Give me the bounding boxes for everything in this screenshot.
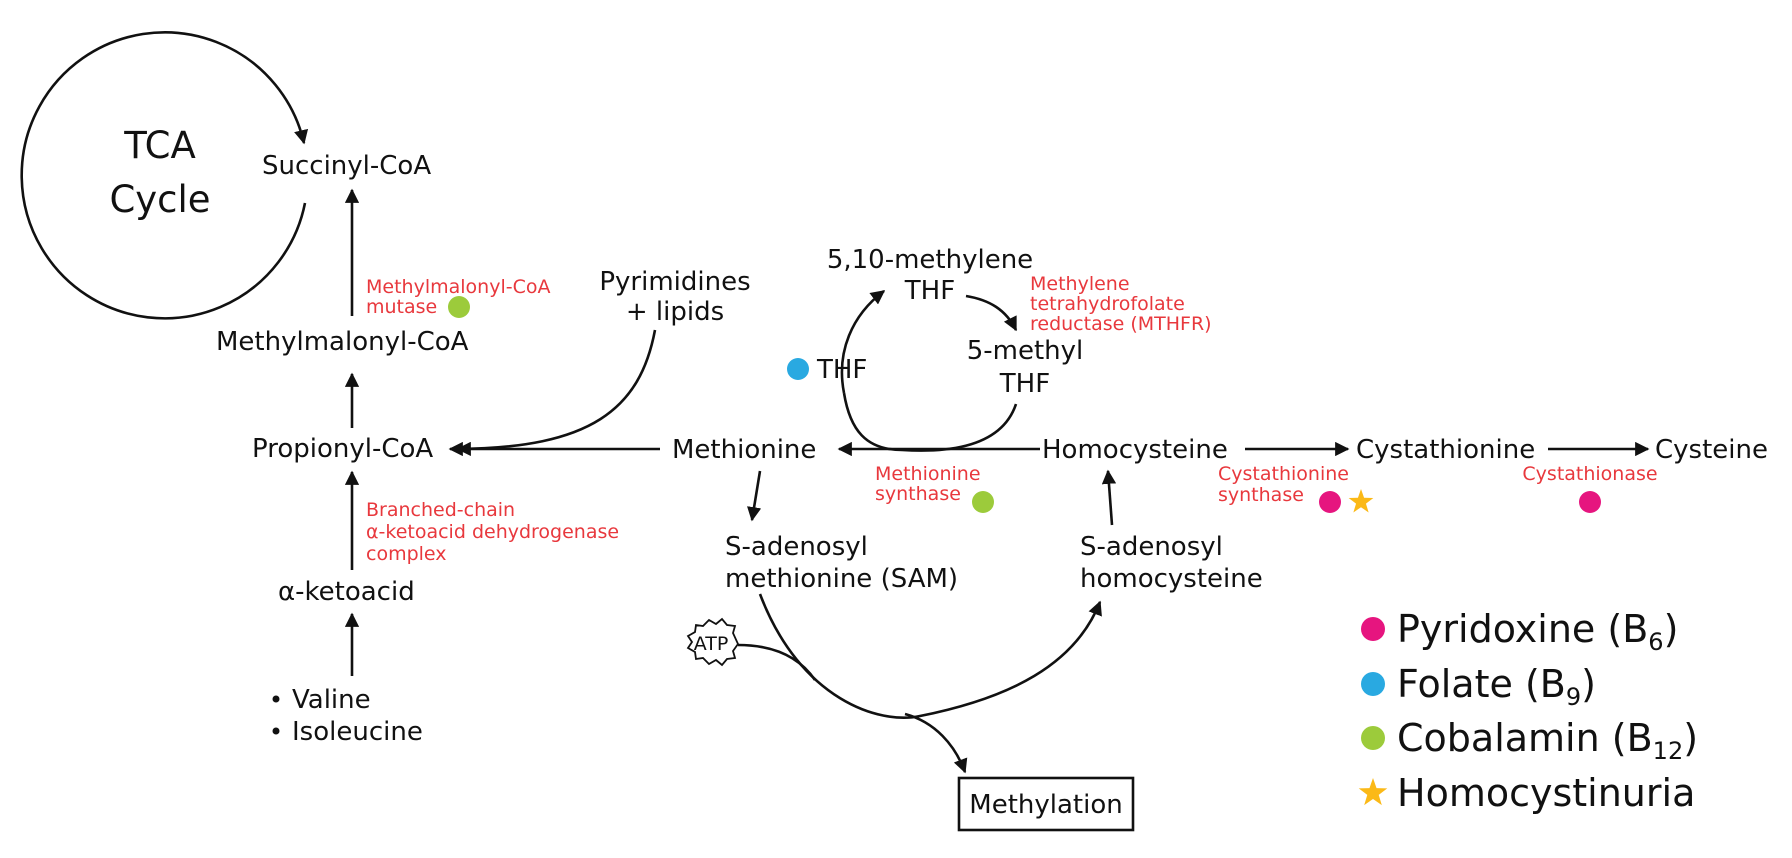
legend-folate-marker	[1361, 672, 1385, 696]
bckdh-label-line2: α-ketoacid dehydrogenase	[366, 521, 619, 543]
tca-cycle: TCA Cycle	[20, 31, 309, 320]
legend-pyridoxine-label: Pyridoxine (B6)	[1397, 607, 1678, 656]
tca-label-line2: Cycle	[109, 178, 210, 221]
atp-label: ATP	[694, 633, 729, 655]
arrow-to-methylation	[904, 712, 968, 774]
legend-cobalamin-marker	[1361, 726, 1385, 750]
atp-starburst	[686, 617, 740, 667]
sam-label-line2: methionine (SAM)	[725, 564, 958, 594]
methylene-thf-label-line2: THF	[904, 276, 955, 306]
arrow-methionine-to-sam	[747, 470, 762, 522]
cystathionase-label: Cystathionase	[1522, 463, 1657, 485]
cobalamin-marker-mm-mutase	[448, 296, 470, 318]
cysteine-label: Cysteine	[1655, 435, 1768, 465]
pyrimidines-label-line2: + lipids	[626, 297, 724, 327]
mthfr-label-line3: reductase (MTHFR)	[1030, 313, 1212, 335]
methylmalonyl-coa-label: Methylmalonyl-CoA	[216, 327, 469, 357]
pyrimidines-label-line1: Pyrimidines	[599, 267, 750, 297]
cbs-label-line1: Cystathionine	[1218, 463, 1349, 485]
legend-pyridoxine-marker	[1361, 617, 1385, 641]
homocysteine-label: Homocysteine	[1042, 435, 1228, 465]
homocystinuria-star-cbs	[1348, 489, 1374, 513]
valine-label: Valine	[292, 685, 371, 715]
cystathionine-label: Cystathionine	[1356, 435, 1535, 465]
bckdh-label-line3: complex	[366, 543, 447, 565]
met-synthase-label-line2: synthase	[875, 483, 961, 505]
methylene-thf-label-line1: 5,10-methylene	[827, 245, 1033, 275]
methylation-label: Methylation	[969, 790, 1122, 820]
legend-folate-label: Folate (B9)	[1397, 662, 1596, 711]
arrow-thf-to-methylene-thf	[840, 289, 886, 394]
sah-label-line2: homocysteine	[1080, 564, 1263, 594]
isoleucine-label: Isoleucine	[292, 717, 423, 747]
sah-label-line1: S-adenosyl	[1080, 532, 1223, 562]
succinyl-coa-label: Succinyl-CoA	[262, 151, 431, 181]
legend: Pyridoxine (B6) Folate (B9) Cobalamin (B…	[1358, 607, 1698, 815]
cobalamin-marker-met-synthase	[972, 491, 994, 513]
met-synthase-label-line1: Methionine	[875, 463, 981, 485]
bullet-valine	[272, 695, 280, 703]
arrow-pyrimidines-to-propionyl	[456, 329, 657, 457]
propionyl-coa-label: Propionyl-CoA	[252, 434, 433, 464]
arrow-methylene-to-methyl-thf	[965, 294, 1018, 332]
sam-label-line1: S-adenosyl	[725, 532, 868, 562]
tca-cycle-circle	[20, 31, 309, 320]
methylation-box	[957, 776, 1135, 832]
mm-mutase-label-line1: Methylmalonyl-CoA	[366, 276, 550, 298]
arrow-to-thf-arc	[842, 392, 903, 452]
mthfr-label-line1: Methylene	[1030, 273, 1130, 295]
methyl-thf-label-line1: 5-methyl	[967, 336, 1084, 366]
mm-mutase-label-line2: mutase	[366, 296, 437, 318]
cbs-label-line2: synthase	[1218, 484, 1304, 506]
legend-cobalamin-label: Cobalamin (B12)	[1397, 716, 1698, 765]
folate-marker-thf	[787, 358, 809, 380]
bckdh-label-line1: Branched-chain	[366, 499, 515, 521]
methionine-label: Methionine	[672, 435, 816, 465]
methyl-thf-label-line2: THF	[999, 369, 1050, 399]
legend-homocystinuria-star	[1358, 778, 1388, 806]
arrow-sam-to-sah	[758, 593, 1102, 719]
tca-label-line1: TCA	[123, 124, 196, 167]
alpha-ketoacid-label: α-ketoacid	[278, 577, 415, 607]
arrow-methyl-thf-to-thf-arc	[901, 403, 1018, 452]
pyridoxine-marker-cbs	[1319, 491, 1341, 513]
atp-input-curve	[737, 643, 817, 681]
legend-homocystinuria-label: Homocystinuria	[1397, 771, 1695, 815]
pyridoxine-marker-cystathionase	[1579, 491, 1601, 513]
arrow-sah-to-homocysteine	[1101, 469, 1117, 526]
bullet-isoleucine	[272, 727, 280, 735]
mthfr-label-line2: tetrahydrofolate	[1030, 293, 1185, 315]
